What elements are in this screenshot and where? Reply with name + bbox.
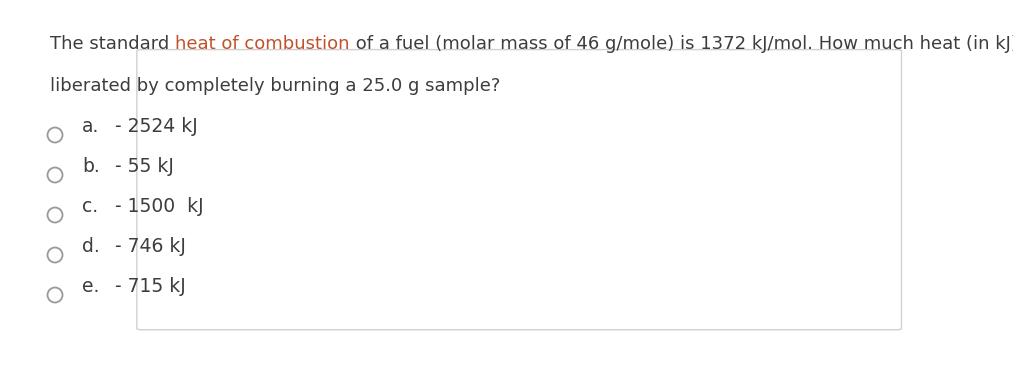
Text: b.: b. — [82, 158, 99, 176]
FancyBboxPatch shape — [137, 50, 902, 330]
Text: - 55 kJ: - 55 kJ — [115, 158, 174, 176]
Text: - 715 kJ: - 715 kJ — [115, 277, 185, 296]
Text: The standard: The standard — [50, 35, 175, 53]
Text: liberated by completely burning a 25.0 g sample?: liberated by completely burning a 25.0 g… — [50, 77, 500, 95]
Text: - 2524 kJ: - 2524 kJ — [115, 118, 198, 136]
Text: d.: d. — [82, 238, 99, 256]
Text: a.: a. — [82, 118, 99, 136]
Text: c.: c. — [82, 198, 98, 216]
Text: of a fuel (molar mass of 46 g/mole) is 1372 kJ/mol. How much heat (in kJ) would : of a fuel (molar mass of 46 g/mole) is 1… — [349, 35, 1013, 53]
Text: heat of combustion: heat of combustion — [175, 35, 349, 53]
Text: - 746 kJ: - 746 kJ — [115, 238, 185, 256]
Text: - 1500  kJ: - 1500 kJ — [115, 198, 204, 216]
Text: e.: e. — [82, 277, 99, 296]
